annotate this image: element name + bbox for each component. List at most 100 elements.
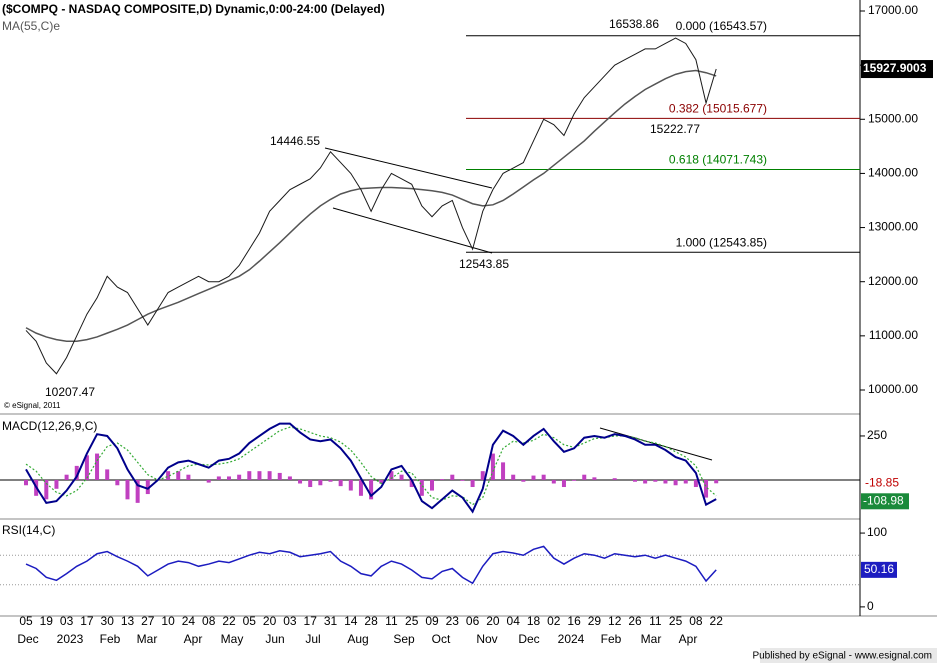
histogram-bar — [227, 476, 231, 480]
x-tick-label: 20 — [263, 614, 277, 628]
y-tick-label: 12000.00 — [868, 274, 918, 288]
histogram-bar — [470, 479, 475, 488]
histogram-bar — [430, 479, 434, 491]
x-tick-label: 13 — [121, 614, 135, 628]
histogram-bar — [399, 474, 404, 480]
histogram-bar — [115, 479, 120, 486]
x-tick-label: 20 — [486, 614, 500, 628]
x-tick-label: 30 — [101, 614, 115, 628]
x-month-label: Apr — [679, 632, 698, 646]
histogram-bar — [287, 476, 292, 480]
histogram-bar — [54, 479, 59, 489]
x-tick-label: 18 — [527, 614, 541, 628]
x-tick-label: 25 — [405, 614, 419, 628]
x-tick-label: 02 — [547, 614, 561, 628]
series-line — [25, 37, 717, 375]
histogram-bar — [216, 476, 221, 480]
x-tick-label: 16 — [567, 614, 581, 628]
x-tick-label: 22 — [710, 614, 724, 628]
x-tick-label: 06 — [466, 614, 480, 628]
histogram-bar — [186, 474, 191, 480]
histogram-bar — [95, 453, 100, 480]
histogram-bar — [135, 479, 140, 503]
histogram-bar — [308, 479, 313, 488]
x-month-label: 2023 — [57, 632, 84, 646]
panel-title: MACD(12,26,9,C) — [2, 419, 97, 433]
histogram-bar — [358, 479, 363, 496]
histogram-bar — [714, 479, 719, 484]
histogram-bar — [409, 479, 414, 488]
histogram-bar — [379, 479, 384, 484]
x-tick-label: 12 — [608, 614, 622, 628]
x-month-label: Oct — [432, 632, 451, 646]
footer: Published by eSignal - www.esignal.com — [752, 651, 932, 662]
series-line — [25, 545, 717, 585]
x-month-label: Aug — [347, 632, 368, 646]
x-tick-label: 19 — [40, 614, 54, 628]
y-tick-label: 10000.00 — [868, 382, 918, 396]
histogram-bar — [480, 471, 485, 480]
x-tick-label: 23 — [446, 614, 460, 628]
x-tick-label: 31 — [324, 614, 338, 628]
x-tick-label: 08 — [689, 614, 703, 628]
histogram-bar — [440, 479, 445, 480]
histogram-bar — [348, 479, 353, 491]
histogram-bar — [521, 479, 526, 482]
y-tick-label: 17000.00 — [868, 3, 918, 17]
y-tick-label: 13000.00 — [868, 220, 918, 234]
annotation: 14446.55 — [270, 134, 320, 148]
histogram-bar — [572, 479, 577, 481]
histogram-bar — [511, 474, 516, 480]
x-tick-label: 28 — [364, 614, 378, 628]
last-value-label: -108.98 — [863, 493, 904, 507]
series-line — [25, 422, 717, 514]
legend-entry: MA(55,C)e — [2, 19, 60, 33]
x-month-label: May — [221, 632, 244, 646]
x-tick-label: 17 — [80, 614, 94, 628]
histogram-bar — [643, 479, 648, 484]
histogram-bar — [683, 479, 688, 484]
histogram-bar — [653, 479, 658, 482]
x-month-label: Dec — [518, 632, 539, 646]
histogram-bar — [24, 479, 28, 486]
y-tick-label: 100 — [867, 525, 887, 539]
histogram-bar — [206, 479, 211, 483]
x-tick-label: 24 — [182, 614, 196, 628]
last-value-label: 50.16 — [864, 562, 894, 576]
histogram-bar — [84, 455, 89, 480]
histogram-bar — [166, 471, 171, 480]
histogram-bar — [145, 479, 150, 495]
x-tick-label: 26 — [628, 614, 642, 628]
histogram-bar — [419, 479, 424, 496]
histogram-bar — [277, 472, 282, 480]
x-month-label: Feb — [100, 632, 121, 646]
histogram-bar — [450, 474, 455, 480]
histogram-bar — [44, 479, 49, 500]
channel-line — [324, 147, 493, 189]
histogram-bar — [633, 479, 637, 482]
x-month-label: 2024 — [558, 632, 585, 646]
footer-box — [760, 648, 937, 663]
histogram-bar — [612, 478, 617, 480]
histogram-bar — [105, 469, 110, 480]
histogram-bar — [74, 465, 79, 480]
x-month-label: Mar — [641, 632, 662, 646]
fib-label: 0.618 (14071.743) — [669, 153, 767, 167]
histogram-bar — [125, 479, 130, 500]
x-tick-label: 25 — [669, 614, 683, 628]
last-value-box — [861, 561, 897, 578]
y-tick-label: 14000.00 — [868, 166, 918, 180]
x-tick-label: 10 — [161, 614, 175, 628]
histogram-bar — [64, 474, 69, 480]
x-tick-label: 11 — [649, 614, 662, 628]
x-month-label: Feb — [601, 632, 622, 646]
x-tick-label: 29 — [588, 614, 602, 628]
x-tick-label: 17 — [304, 614, 318, 628]
histogram-bar — [673, 479, 678, 486]
channel-line — [332, 207, 493, 254]
annotation: 12543.85 — [459, 257, 509, 271]
last-value-label: -18.85 — [865, 475, 899, 489]
y-tick-label: 11000.00 — [869, 328, 918, 342]
last-value-box — [861, 493, 909, 510]
fib-label: 0.000 (16543.57) — [676, 19, 767, 33]
